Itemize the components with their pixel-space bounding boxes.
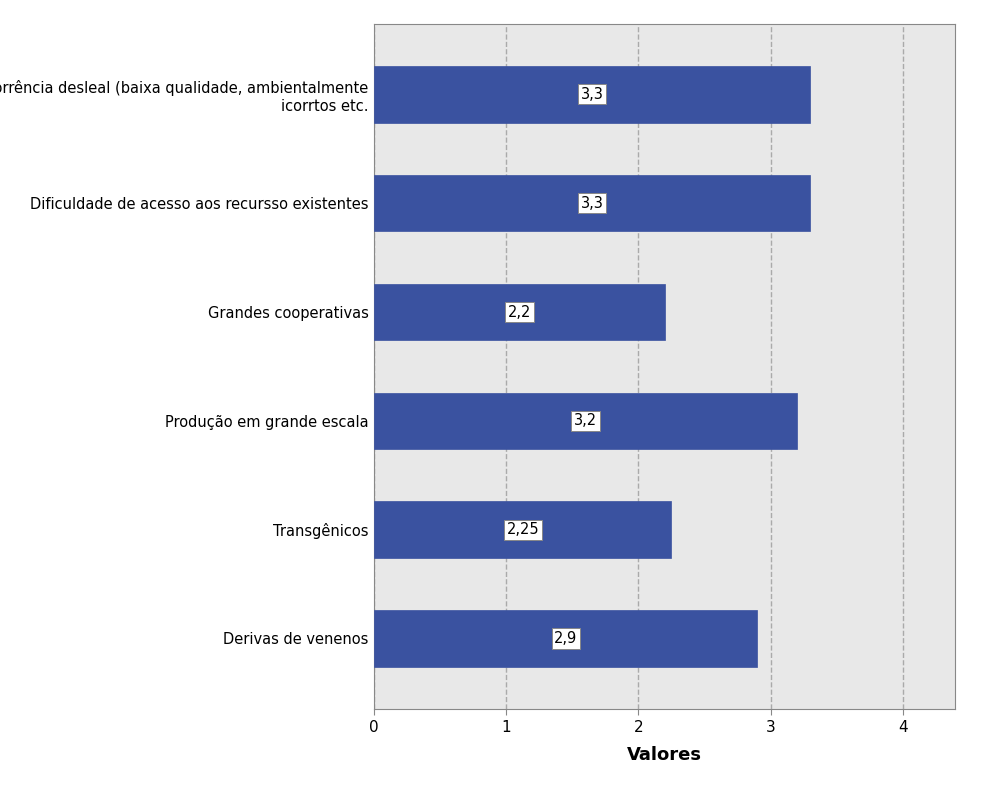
Bar xyxy=(374,610,757,667)
Text: 3,3: 3,3 xyxy=(581,195,604,210)
Text: 3,2: 3,2 xyxy=(574,414,597,429)
Text: 2,2: 2,2 xyxy=(508,304,531,319)
Bar xyxy=(374,392,797,449)
Bar xyxy=(374,501,672,558)
Bar xyxy=(374,175,810,232)
Text: 2,25: 2,25 xyxy=(506,522,539,537)
Text: 3,3: 3,3 xyxy=(581,87,604,102)
Bar xyxy=(374,284,665,340)
Text: 2,9: 2,9 xyxy=(555,631,577,646)
Bar xyxy=(374,66,810,123)
X-axis label: Valores: Valores xyxy=(627,745,702,764)
